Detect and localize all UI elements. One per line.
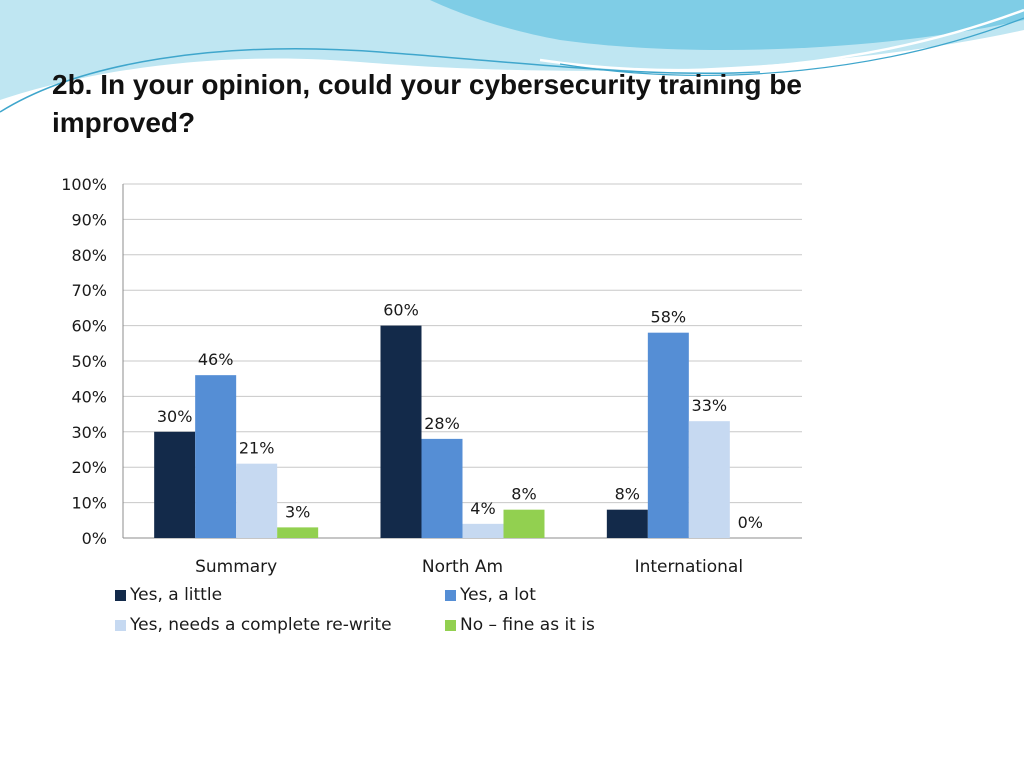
bar [277, 527, 319, 538]
bar [195, 375, 237, 538]
y-tick-label: 40% [71, 387, 107, 406]
legend-label: Yes, a little [130, 585, 223, 605]
y-tick-label: 90% [71, 210, 107, 229]
legend-item: Yes, a little [115, 585, 222, 605]
data-label: 33% [692, 396, 728, 415]
legend-item: Yes, needs a complete re-write [115, 615, 392, 635]
bar [154, 431, 196, 538]
swoosh-line-right [539, 8, 1024, 72]
y-tick-label: 0% [82, 529, 107, 548]
data-label: 30% [157, 407, 193, 426]
legend-item: Yes, a lot [445, 585, 536, 605]
bar [503, 509, 545, 538]
header-swoosh-decoration [0, 0, 1024, 113]
bar [647, 332, 689, 538]
data-label: 58% [651, 308, 687, 327]
bar [462, 523, 504, 538]
x-category-label: Summary [195, 557, 277, 577]
data-label: 60% [383, 301, 419, 320]
legend-swatch [445, 589, 456, 601]
y-tick-label: 10% [71, 494, 107, 513]
x-category-label: North Am [422, 557, 503, 577]
legend-swatch [115, 589, 126, 601]
legend-swatch [445, 619, 456, 631]
legend-label: Yes, needs a complete re-write [130, 615, 392, 635]
legend-label: Yes, a lot [460, 585, 536, 605]
y-tick-label: 60% [71, 317, 107, 336]
bar [688, 421, 730, 538]
y-tick-label: 80% [71, 246, 107, 265]
bar [421, 438, 463, 538]
slide-title: 2b. In your opinion, could your cybersec… [52, 69, 802, 138]
legend-label: No – fine as it is [460, 615, 595, 635]
x-category-label: International [635, 557, 744, 577]
data-label: 3% [285, 502, 310, 521]
swoosh-band-mid [430, 0, 1024, 51]
bar-chart: 0% 10% 20% 30% 40% 50% 60% 70% 80% 90% 100% 30% 46% 2… [61, 175, 802, 577]
legend-item: No – fine as it is [445, 615, 595, 635]
bar [380, 325, 422, 538]
chart-panel: 0% 10% 20% 30% 40% 50% 60% 70% 80% 90% 100% 30% 46% 2… [55, 165, 817, 650]
data-label: 21% [239, 439, 275, 458]
data-label: 46% [198, 350, 234, 369]
data-label: 0% [738, 513, 763, 532]
data-label: 28% [424, 414, 460, 433]
y-tick-label: 70% [71, 281, 107, 300]
legend-swatch [115, 619, 126, 631]
y-tick-label: 20% [71, 458, 107, 477]
y-tick-label: 30% [71, 423, 107, 442]
y-tick-label: 50% [71, 352, 107, 371]
chart-legend: Yes, a little Yes, a lot Yes, needs a comp… [115, 585, 675, 645]
y-tick-label: 100% [61, 175, 107, 194]
data-label: 8% [511, 485, 536, 504]
bar [606, 509, 648, 538]
data-label: 8% [615, 485, 640, 504]
data-label: 4% [470, 499, 495, 518]
swoosh-line-left [0, 48, 761, 113]
swoosh-line-right-dark [559, 17, 1024, 76]
bar [236, 463, 278, 538]
